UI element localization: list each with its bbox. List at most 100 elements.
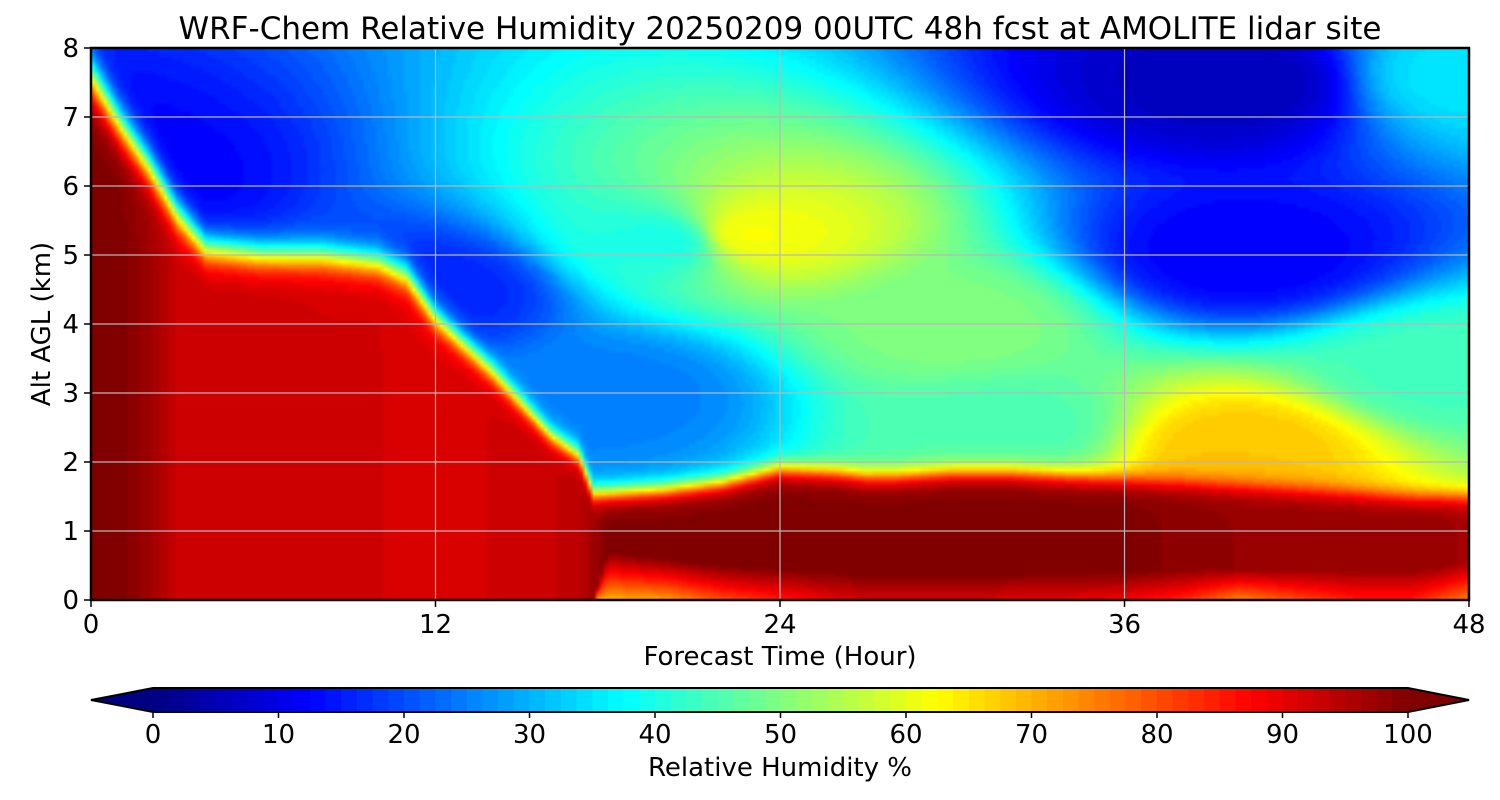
colorbar <box>90 687 1470 713</box>
colorbar-segment <box>576 688 593 712</box>
colorbar-segment <box>1345 688 1362 712</box>
colorbar-tick-label: 20 <box>387 720 420 750</box>
colorbar-segment <box>435 688 452 712</box>
y-tick-label: 7 <box>62 103 79 133</box>
y-tick-label: 1 <box>62 517 79 547</box>
x-tick-label: 24 <box>763 610 796 640</box>
colorbar-segment <box>796 688 813 712</box>
colorbar-segment <box>278 688 295 712</box>
colorbar-segment <box>906 688 923 712</box>
colorbar-segment <box>858 688 876 712</box>
colorbar-segment <box>1062 688 1080 712</box>
chart-title: WRF-Chem Relative Humidity 20250209 00UT… <box>178 11 1381 47</box>
colorbar-segment <box>811 688 829 712</box>
colorbar-tick-label: 60 <box>889 720 922 750</box>
colorbar-segment <box>843 688 860 712</box>
colorbar-segment <box>168 688 185 712</box>
colorbar-tick-label: 90 <box>1266 720 1299 750</box>
colorbar-segment <box>1109 688 1127 712</box>
y-tick-label: 2 <box>62 448 79 478</box>
x-tick-label: 12 <box>419 610 452 640</box>
colorbar-segment <box>545 688 562 712</box>
colorbar-segment <box>1078 688 1095 712</box>
colorbar-segment <box>733 688 750 712</box>
x-tick-label: 0 <box>83 610 100 640</box>
y-tick-label: 3 <box>62 379 79 409</box>
colorbar-segment <box>1031 688 1048 712</box>
colorbar-segment <box>1219 688 1237 712</box>
colorbar-segment <box>1047 688 1064 712</box>
colorbar-segment <box>984 688 1001 712</box>
y-axis-label: Alt AGL (km) <box>27 242 57 406</box>
colorbar-segment <box>294 688 311 712</box>
colorbar-segment <box>309 688 327 712</box>
colorbar-segment <box>921 688 938 712</box>
colorbar-segment <box>231 688 248 712</box>
colorbar-label: Relative Humidity % <box>648 753 912 783</box>
colorbar-segment <box>262 688 280 712</box>
colorbar-segment <box>1251 688 1268 712</box>
colorbar-ticks: 0 10 20 30 40 50 60 70 80 90 100 <box>145 712 1433 750</box>
colorbar-segment <box>1392 688 1409 712</box>
colorbar-segment <box>419 688 436 712</box>
colorbar-segment <box>560 688 578 712</box>
colorbar-segment <box>1298 688 1315 712</box>
colorbar-segment <box>341 688 358 712</box>
colorbar-segment <box>1094 688 1111 712</box>
colorbar-segment <box>1376 688 1393 712</box>
colorbar-segment <box>1329 688 1346 712</box>
colorbar-tick-label: 70 <box>1015 720 1048 750</box>
y-tick-label: 8 <box>62 34 79 64</box>
colorbar-segment <box>153 688 170 712</box>
colorbar-segment <box>1172 688 1189 712</box>
colorbar-segment <box>655 688 672 712</box>
colorbar-segment <box>513 688 531 712</box>
colorbar-segment <box>498 688 515 712</box>
colorbar-tick-label: 50 <box>764 720 797 750</box>
colorbar-segment <box>466 688 484 712</box>
colorbar-segment <box>968 688 986 712</box>
colorbar-segment <box>325 688 342 712</box>
colorbar-segment <box>200 688 217 712</box>
colorbar-segment <box>780 688 797 712</box>
colorbar-segment <box>639 688 656 712</box>
colorbar-segment <box>1188 688 1205 712</box>
colorbar-segment <box>1000 688 1017 712</box>
x-tick-label: 48 <box>1452 610 1485 640</box>
colorbar-segment <box>890 688 907 712</box>
x-axis: 0 12 24 36 48 <box>83 600 1486 640</box>
colorbar-tick-label: 0 <box>145 720 162 750</box>
y-tick-label: 5 <box>62 241 79 271</box>
colorbar-tick-label: 40 <box>638 720 671 750</box>
colorbar-segment <box>1360 688 1378 712</box>
colorbar-segment <box>1282 688 1299 712</box>
colorbar-segment <box>937 688 954 712</box>
colorbar-segment <box>404 688 421 712</box>
colorbar-segment <box>1204 688 1221 712</box>
colorbar-segment <box>215 688 233 712</box>
colorbar-segment <box>670 688 687 712</box>
colorbar-tick-label: 30 <box>513 720 546 750</box>
colorbar-segment <box>1313 688 1331 712</box>
y-tick-label: 0 <box>62 586 79 616</box>
colorbar-segment <box>1266 688 1284 712</box>
colorbar-segment <box>717 688 735 712</box>
colorbar-segment <box>592 688 609 712</box>
colorbar-segment <box>702 688 719 712</box>
colorbar-segment <box>388 688 405 712</box>
colorbar-segment <box>529 688 546 712</box>
colorbar-tick-label: 100 <box>1383 720 1433 750</box>
colorbar-tick-label: 80 <box>1140 720 1173 750</box>
y-tick-label: 6 <box>62 172 79 202</box>
colorbar-segment <box>482 688 499 712</box>
x-axis-label: Forecast Time (Hour) <box>643 642 916 672</box>
colorbar-segment <box>1235 688 1252 712</box>
colorbar-segment <box>874 688 891 712</box>
colorbar-segment <box>372 688 389 712</box>
y-axis: 0 1 2 3 4 5 6 7 8 <box>62 34 91 616</box>
colorbar-segment <box>247 688 264 712</box>
y-tick-label: 4 <box>62 310 79 340</box>
colorbar-segment <box>1125 688 1142 712</box>
colorbar-segment <box>686 688 703 712</box>
